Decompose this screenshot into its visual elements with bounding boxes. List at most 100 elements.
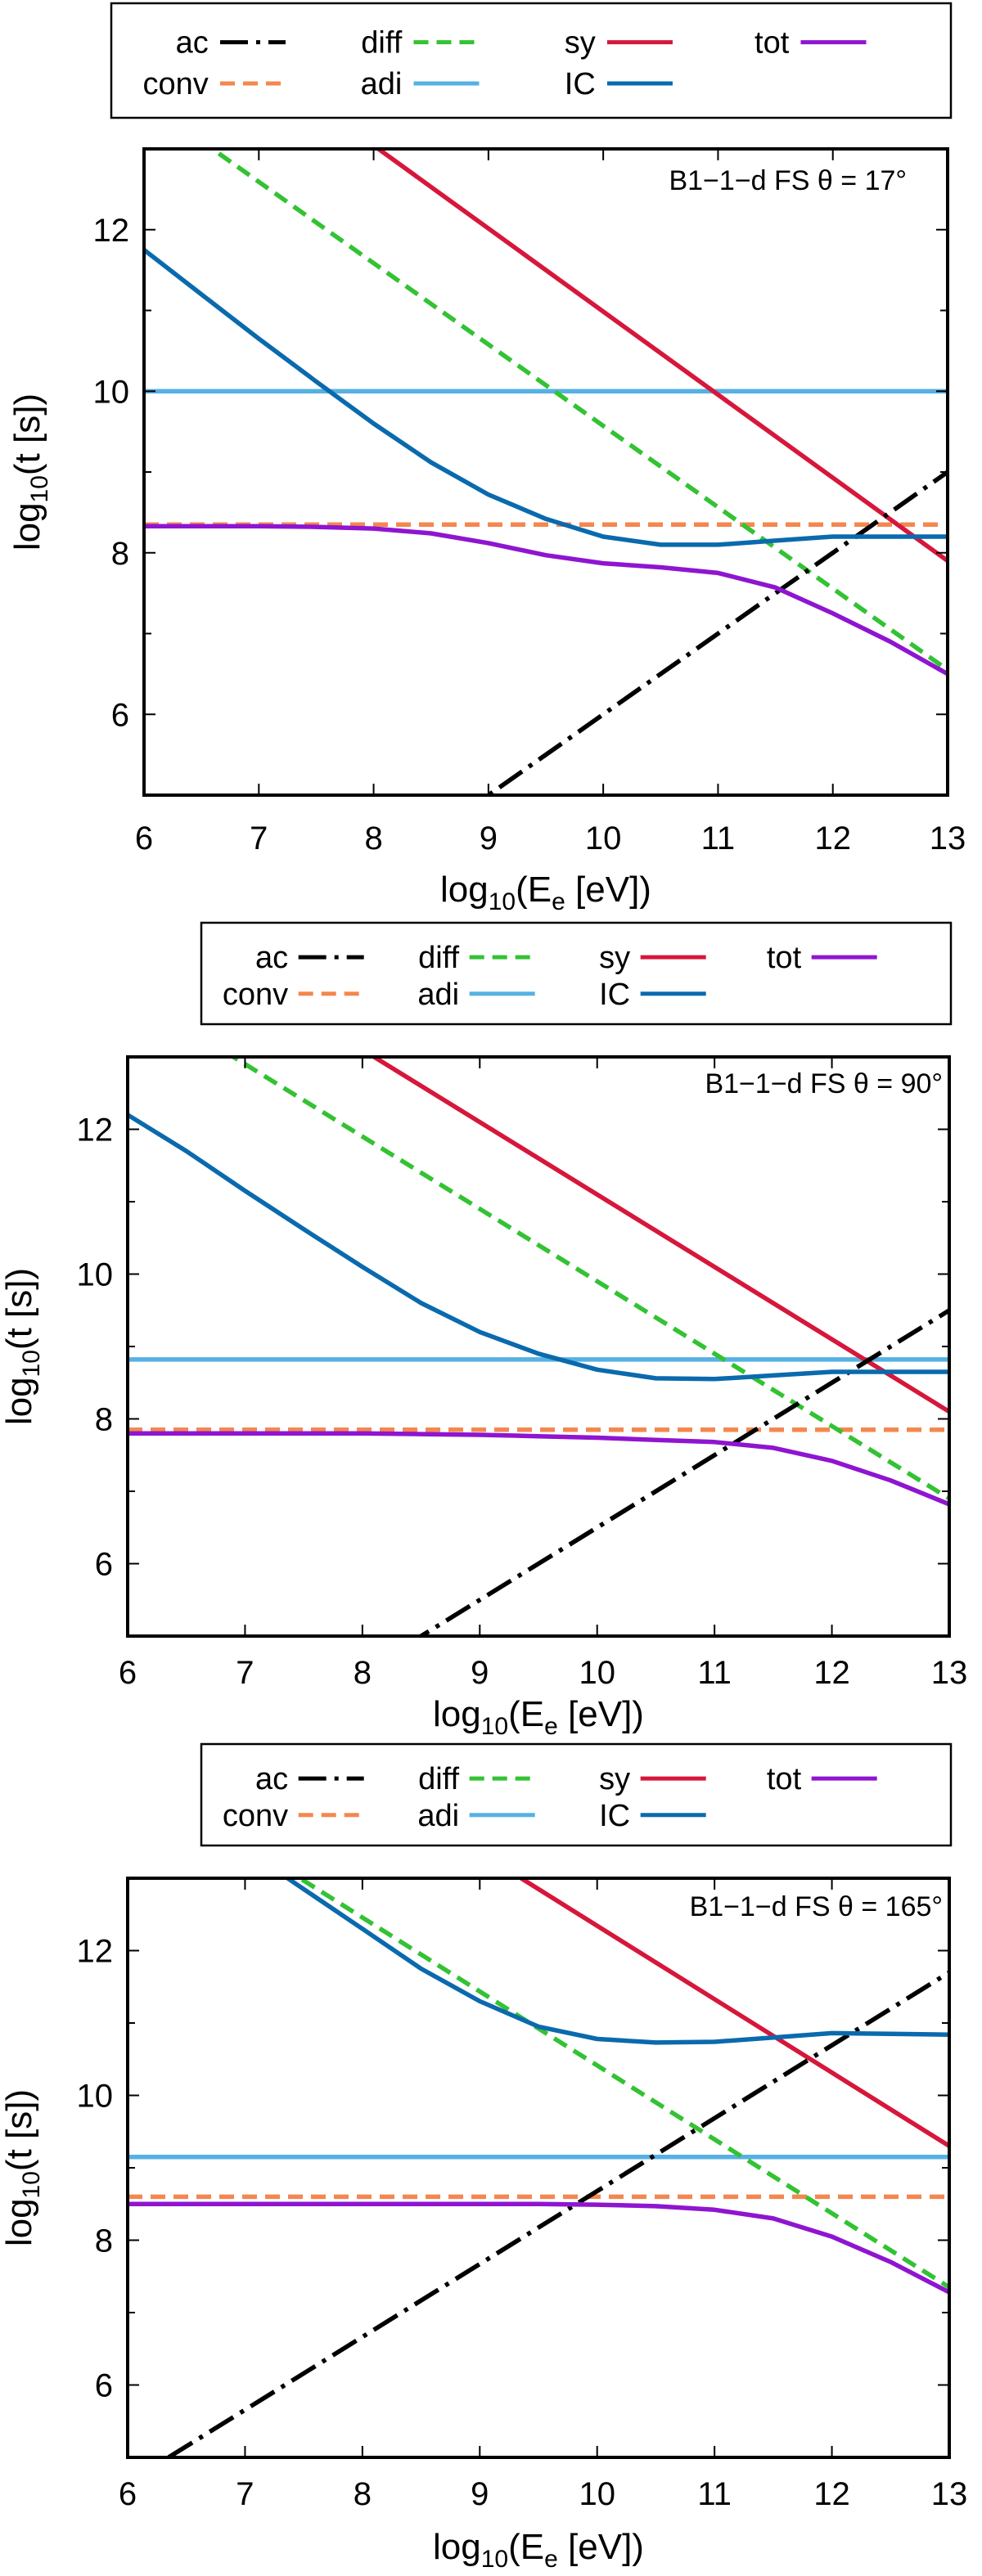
x-axis-label-part: log [433, 1694, 481, 1734]
legend-label-tot: tot [767, 1762, 802, 1796]
x-axis-label-part: [eV]) [565, 870, 651, 910]
x-tick-label: 10 [585, 820, 622, 856]
series-diff [208, 149, 948, 672]
x-tick-label: 12 [814, 820, 851, 856]
series-ic [128, 1113, 949, 1382]
legend-label-ic: IC [565, 67, 596, 101]
legend-label-diff: diff [418, 1762, 459, 1796]
x-axis-label: log10(Ee [eV]) [433, 1694, 644, 1740]
y-tick-label: 8 [95, 1402, 113, 1438]
legend-label-ic: IC [599, 978, 630, 1012]
legend-label-diff: diff [418, 941, 459, 975]
series-diff [228, 1057, 949, 1501]
x-tick-label: 9 [471, 2476, 489, 2512]
x-tick-label: 10 [579, 2476, 615, 2512]
x-tick-label: 11 [697, 1655, 732, 1691]
legend-label-diff: diff [361, 26, 402, 61]
x-tick-label: 6 [135, 820, 153, 856]
legend-box [200, 1742, 953, 1847]
chart-panel-3: ac diff sy tot conv adi IC 6 7 8 9 10 11 12 13 6 8 10 12 B1… [0, 1742, 968, 2573]
series-ic [283, 1878, 949, 2045]
legend-label-conv: conv [223, 1799, 288, 1833]
y-tick-label: 6 [111, 697, 129, 733]
y-axis-label: log10(t [s]) [7, 393, 53, 551]
series-sy [516, 1878, 949, 2148]
legend-label-conv: conv [223, 978, 288, 1012]
y-tick-label: 10 [77, 1257, 114, 1293]
legend-label-adi: adi [417, 978, 459, 1012]
x-tick-label: 13 [931, 2476, 968, 2512]
y-tick-label: 6 [95, 1547, 113, 1583]
x-axis-label-part: e [552, 888, 565, 915]
x-axis-label-part: 10 [489, 888, 516, 915]
x-tick-label: 10 [579, 1655, 615, 1691]
x-axis-label-part: [eV]) [558, 2527, 644, 2567]
x-axis-label-part: (E [508, 2527, 544, 2567]
legend-label-tot: tot [767, 941, 802, 975]
x-axis-label-part: e [544, 2546, 558, 2572]
y-tick-label: 8 [111, 536, 129, 572]
legend-label-sy: sy [599, 1762, 630, 1796]
chart-title: B1−1−d FS θ = 90° [705, 1068, 943, 1099]
x-tick-label: 8 [364, 820, 382, 856]
legend-label-ac: ac [255, 941, 288, 975]
x-axis-label-part: log [440, 870, 489, 910]
x-tick-label: 8 [354, 1655, 372, 1691]
y-axis-label-part: log [7, 502, 47, 551]
chart-title: B1−1−d FS θ = 165° [690, 1891, 943, 1922]
x-axis-label-part: e [544, 1713, 558, 1740]
series-sy [374, 149, 948, 563]
plot-area [128, 1878, 949, 2457]
y-axis-label-part: 10 [18, 2171, 45, 2198]
y-axis-label: log10(t [s]) [0, 1268, 45, 1425]
chart-panel-2: ac diff sy tot conv adi IC 6 7 8 9 10 11 12 13 6 8 10 12 B1… [0, 921, 968, 1740]
legend-label-sy: sy [565, 26, 596, 61]
x-tick-label: 12 [813, 2476, 850, 2512]
legend-label-ac: ac [176, 26, 209, 61]
y-tick-label: 12 [77, 1113, 114, 1149]
x-tick-label: 8 [354, 2476, 372, 2512]
x-tick-label: 9 [480, 820, 498, 856]
series-sy [369, 1057, 949, 1414]
chart-title: B1−1−d FS θ = 17° [669, 165, 907, 196]
x-tick-label: 6 [119, 2476, 137, 2512]
plot-area [144, 149, 948, 795]
x-axis-label-part: [eV]) [558, 1694, 644, 1734]
y-tick-label: 6 [95, 2368, 113, 2404]
series-ac [484, 470, 948, 795]
x-tick-label: 7 [236, 2476, 254, 2512]
x-tick-label: 11 [701, 820, 736, 856]
series-ac [164, 1970, 949, 2457]
x-axis-label-part: log [433, 2527, 481, 2567]
legend-label-ic: IC [599, 1799, 630, 1833]
y-axis-label: log10(t [s]) [0, 2089, 45, 2246]
series-tot [144, 524, 948, 677]
series-ic [144, 248, 948, 547]
x-axis-label-part: 10 [481, 2546, 508, 2572]
y-axis-label-part: (t [s]) [0, 1268, 39, 1350]
x-tick-label: 12 [813, 1655, 850, 1691]
x-axis-label: log10(Ee [eV]) [433, 2527, 644, 2572]
y-tick-label: 10 [77, 2079, 114, 2115]
legend-label-adi: adi [361, 67, 403, 101]
x-tick-label: 9 [471, 1655, 489, 1691]
legend-label-sy: sy [599, 941, 630, 975]
axes-frame [126, 1877, 951, 2459]
x-axis-label-part: 10 [481, 1713, 508, 1740]
x-tick-label: 13 [931, 1655, 968, 1691]
y-tick-label: 10 [93, 374, 130, 410]
legend-label-conv: conv [143, 67, 209, 101]
x-tick-label: 6 [119, 1655, 137, 1691]
y-axis-label-part: 10 [26, 475, 53, 502]
y-axis-label-part: 10 [18, 1350, 45, 1377]
y-tick-label: 12 [77, 1934, 114, 1970]
plot-area [128, 1057, 949, 1636]
y-axis-label-part: log [0, 2198, 39, 2246]
legend-label-tot: tot [755, 26, 790, 61]
x-tick-label: 13 [930, 820, 966, 856]
x-tick-label: 7 [236, 1655, 254, 1691]
series-tot [128, 1431, 949, 1507]
legend-box [110, 2, 953, 119]
axes-frame [126, 1055, 951, 1638]
